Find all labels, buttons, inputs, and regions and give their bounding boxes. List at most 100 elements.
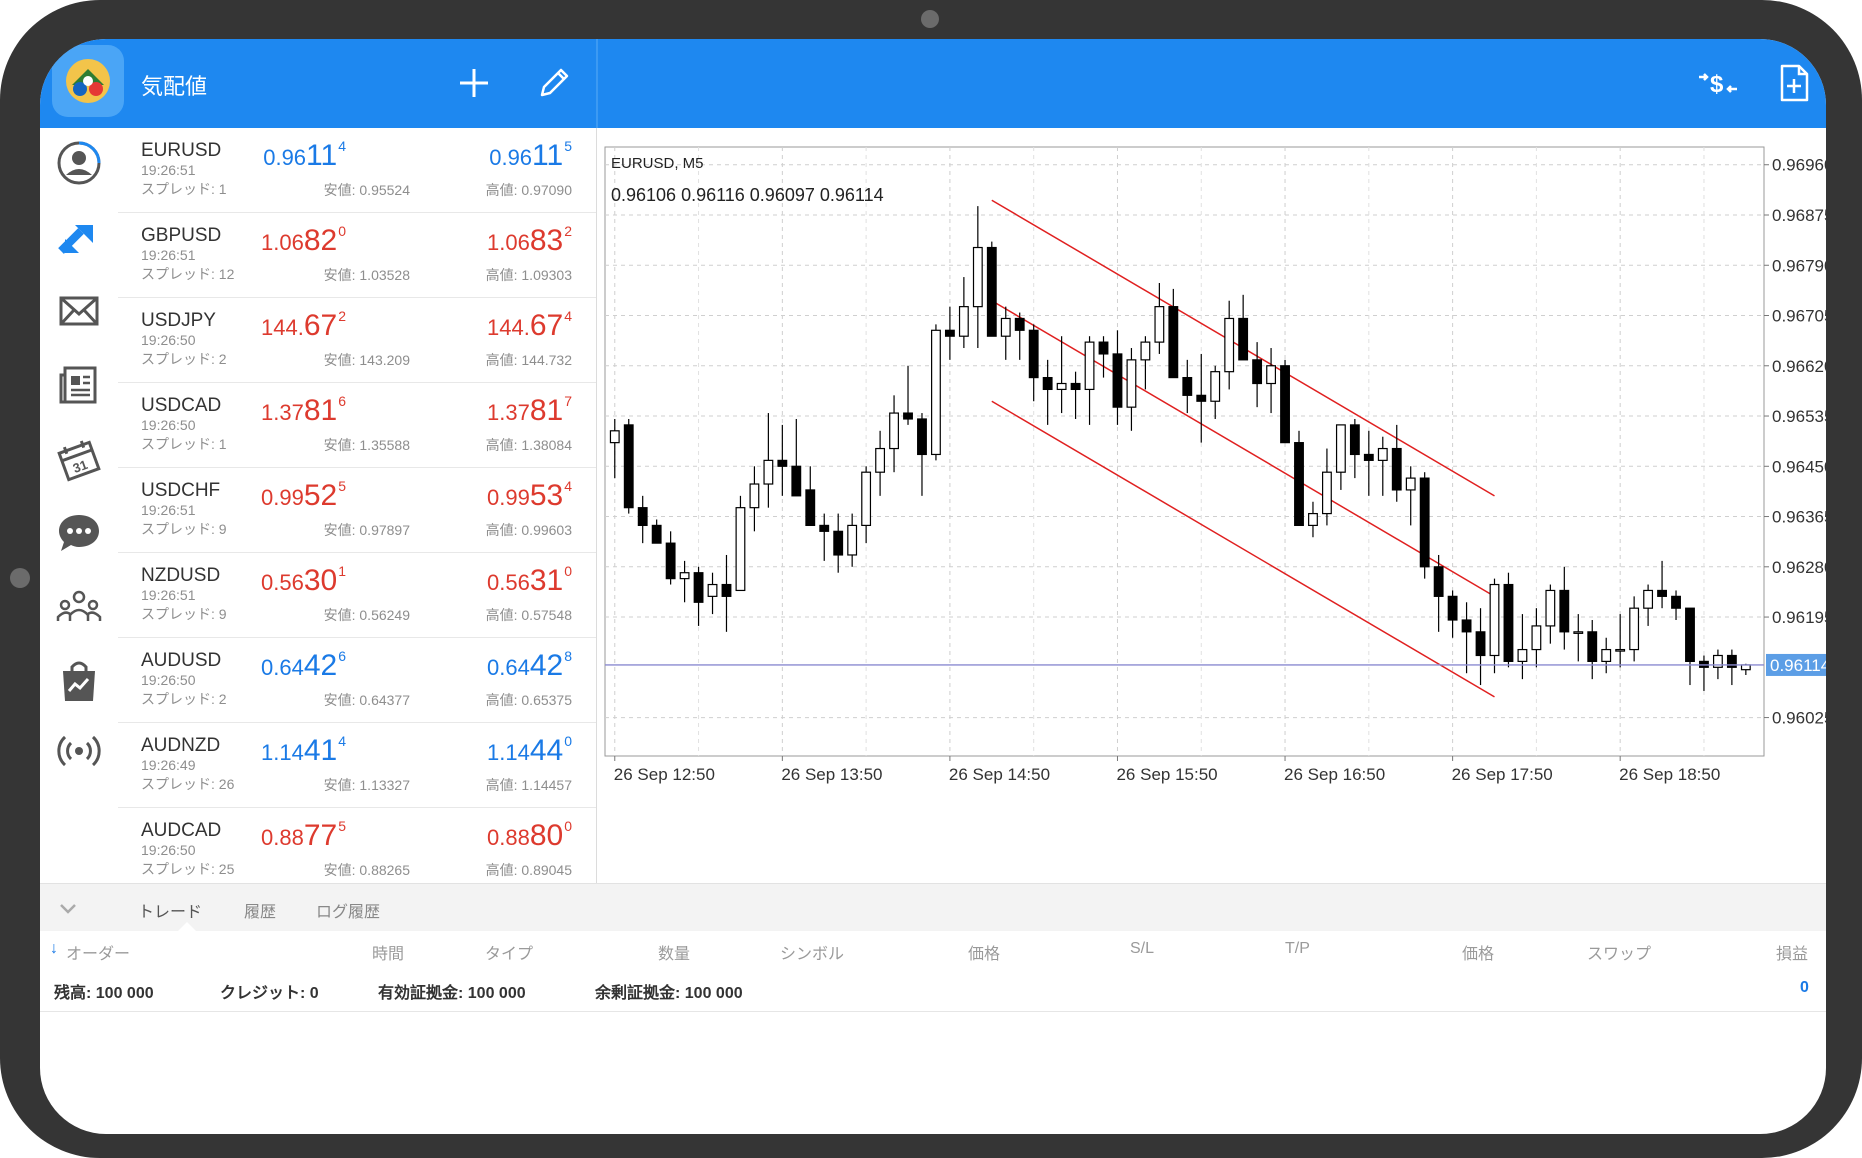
candle-body[interactable]	[609, 430, 620, 444]
metatrader-logo-icon[interactable]	[52, 45, 124, 117]
candle-body[interactable]	[1643, 589, 1654, 609]
candle-body[interactable]	[721, 583, 732, 597]
candle-body[interactable]	[637, 507, 648, 527]
ask-price[interactable]: 1.06832	[487, 223, 572, 257]
nav-chat[interactable]	[40, 498, 118, 568]
bid-price[interactable]: 1.37816	[261, 393, 346, 427]
col-sl[interactable]: S/L	[1130, 940, 1155, 957]
candle-body[interactable]	[1042, 376, 1053, 391]
candle-body[interactable]	[1126, 359, 1137, 408]
candle-body[interactable]	[1363, 453, 1374, 461]
bid-price[interactable]: 0.64426	[261, 648, 346, 682]
nav-community[interactable]	[40, 572, 118, 642]
col-price[interactable]: 価格	[968, 946, 1001, 963]
candle-body[interactable]	[875, 447, 886, 473]
candle-body[interactable]	[861, 471, 872, 527]
ask-price[interactable]: 144.674	[487, 308, 572, 342]
nav-signals[interactable]	[40, 716, 118, 786]
candle-body[interactable]	[1196, 394, 1207, 402]
candle-body[interactable]	[847, 524, 858, 556]
col-profit[interactable]: 損益	[1776, 946, 1809, 963]
new-order-button[interactable]	[1770, 59, 1818, 107]
candle-body[interactable]	[735, 507, 746, 592]
edit-button[interactable]	[530, 59, 578, 107]
candle-body[interactable]	[1419, 477, 1430, 568]
candle-body[interactable]	[1531, 625, 1542, 651]
candle-body[interactable]	[1489, 583, 1500, 657]
candle-body[interactable]	[819, 524, 830, 532]
candle-body[interactable]	[1112, 353, 1123, 408]
candle-body[interactable]	[1210, 371, 1221, 402]
candle-body[interactable]	[1349, 424, 1360, 456]
tab-log-history[interactable]: ログ履歴	[316, 904, 381, 921]
candle-body[interactable]	[1433, 566, 1444, 597]
col-swap[interactable]: スワップ	[1587, 946, 1652, 963]
trade-button[interactable]: $	[1694, 59, 1742, 107]
candle-body[interactable]	[917, 418, 927, 456]
quote-row[interactable]: AUDUSD 19:26:50 スプレッド: 2 0.64426 0.64428 安値: …	[118, 638, 596, 723]
candle-body[interactable]	[1182, 376, 1193, 396]
add-symbol-button[interactable]	[450, 59, 498, 107]
bid-price[interactable]: 1.06820	[261, 223, 346, 257]
candle-body[interactable]	[903, 412, 913, 420]
candle-body[interactable]	[1014, 317, 1025, 331]
candle-body[interactable]	[1726, 654, 1737, 668]
candle-body[interactable]	[1447, 595, 1458, 621]
candle-body[interactable]	[707, 583, 718, 597]
candle-body[interactable]	[1587, 631, 1598, 662]
col-type[interactable]: タイプ	[485, 946, 534, 963]
candle-body[interactable]	[1335, 424, 1346, 473]
candle-body[interactable]	[986, 246, 997, 337]
candle-body[interactable]	[1573, 631, 1584, 634]
candle-body[interactable]	[1266, 365, 1277, 385]
candle-body[interactable]	[791, 465, 802, 497]
ask-price[interactable]: 0.96115	[489, 138, 572, 172]
candle-body[interactable]	[1559, 589, 1570, 633]
candle-body[interactable]	[1000, 317, 1011, 337]
candle-body[interactable]	[1154, 306, 1165, 343]
candle-body[interactable]	[1252, 359, 1263, 385]
candle-body[interactable]	[1308, 512, 1318, 527]
candle-body[interactable]	[623, 424, 634, 509]
ask-price[interactable]: 0.64428	[487, 648, 572, 682]
candle-body[interactable]	[833, 530, 844, 556]
candle-body[interactable]	[958, 306, 969, 337]
chevron-down-icon[interactable]	[56, 898, 80, 918]
quote-row[interactable]: AUDNZD 19:26:49 スプレッド: 26 1.14414 1.14440 安値:…	[118, 723, 596, 808]
candle-body[interactable]	[693, 572, 704, 603]
ask-price[interactable]: 0.88800	[487, 818, 572, 852]
tab-trade[interactable]: トレード	[138, 904, 203, 921]
bid-price[interactable]: 0.56301	[261, 563, 346, 597]
candle-body[interactable]	[665, 542, 676, 580]
ask-price[interactable]: 0.99534	[487, 478, 572, 512]
quote-row[interactable]: USDCHF 19:26:51 スプレッド: 9 0.99525 0.99534 安値: …	[118, 468, 596, 553]
bid-price[interactable]: 0.88775	[261, 818, 346, 852]
candle-body[interactable]	[944, 329, 955, 337]
nav-trade[interactable]	[40, 202, 118, 272]
candle-body[interactable]	[805, 489, 816, 527]
candle-body[interactable]	[749, 483, 760, 509]
candle-body[interactable]	[1028, 329, 1039, 379]
candle-body[interactable]	[931, 329, 941, 456]
quote-row[interactable]: USDCAD 19:26:50 スプレッド: 1 1.37816 1.37817 安値: …	[118, 383, 596, 468]
nav-account[interactable]	[40, 128, 118, 198]
candle-body[interactable]	[651, 524, 662, 544]
candle-body[interactable]	[1517, 648, 1528, 662]
candle-body[interactable]	[1740, 664, 1751, 671]
nav-calendar[interactable]: 31	[40, 424, 118, 494]
tab-history[interactable]: 履歴	[244, 904, 277, 921]
candle-body[interactable]	[679, 572, 690, 580]
candle-body[interactable]	[1070, 382, 1081, 391]
bid-price[interactable]: 144.672	[261, 308, 346, 342]
candle-body[interactable]	[972, 246, 983, 308]
candle-body[interactable]	[1545, 589, 1556, 627]
ask-price[interactable]: 1.37817	[487, 393, 572, 427]
candle-body[interactable]	[763, 459, 774, 485]
nav-mail[interactable]	[40, 276, 118, 346]
candle-body[interactable]	[1280, 365, 1290, 444]
candle-body[interactable]	[889, 412, 899, 450]
nav-news[interactable]	[40, 350, 118, 420]
candle-body[interactable]	[1657, 589, 1667, 597]
candle-body[interactable]	[1098, 341, 1109, 355]
